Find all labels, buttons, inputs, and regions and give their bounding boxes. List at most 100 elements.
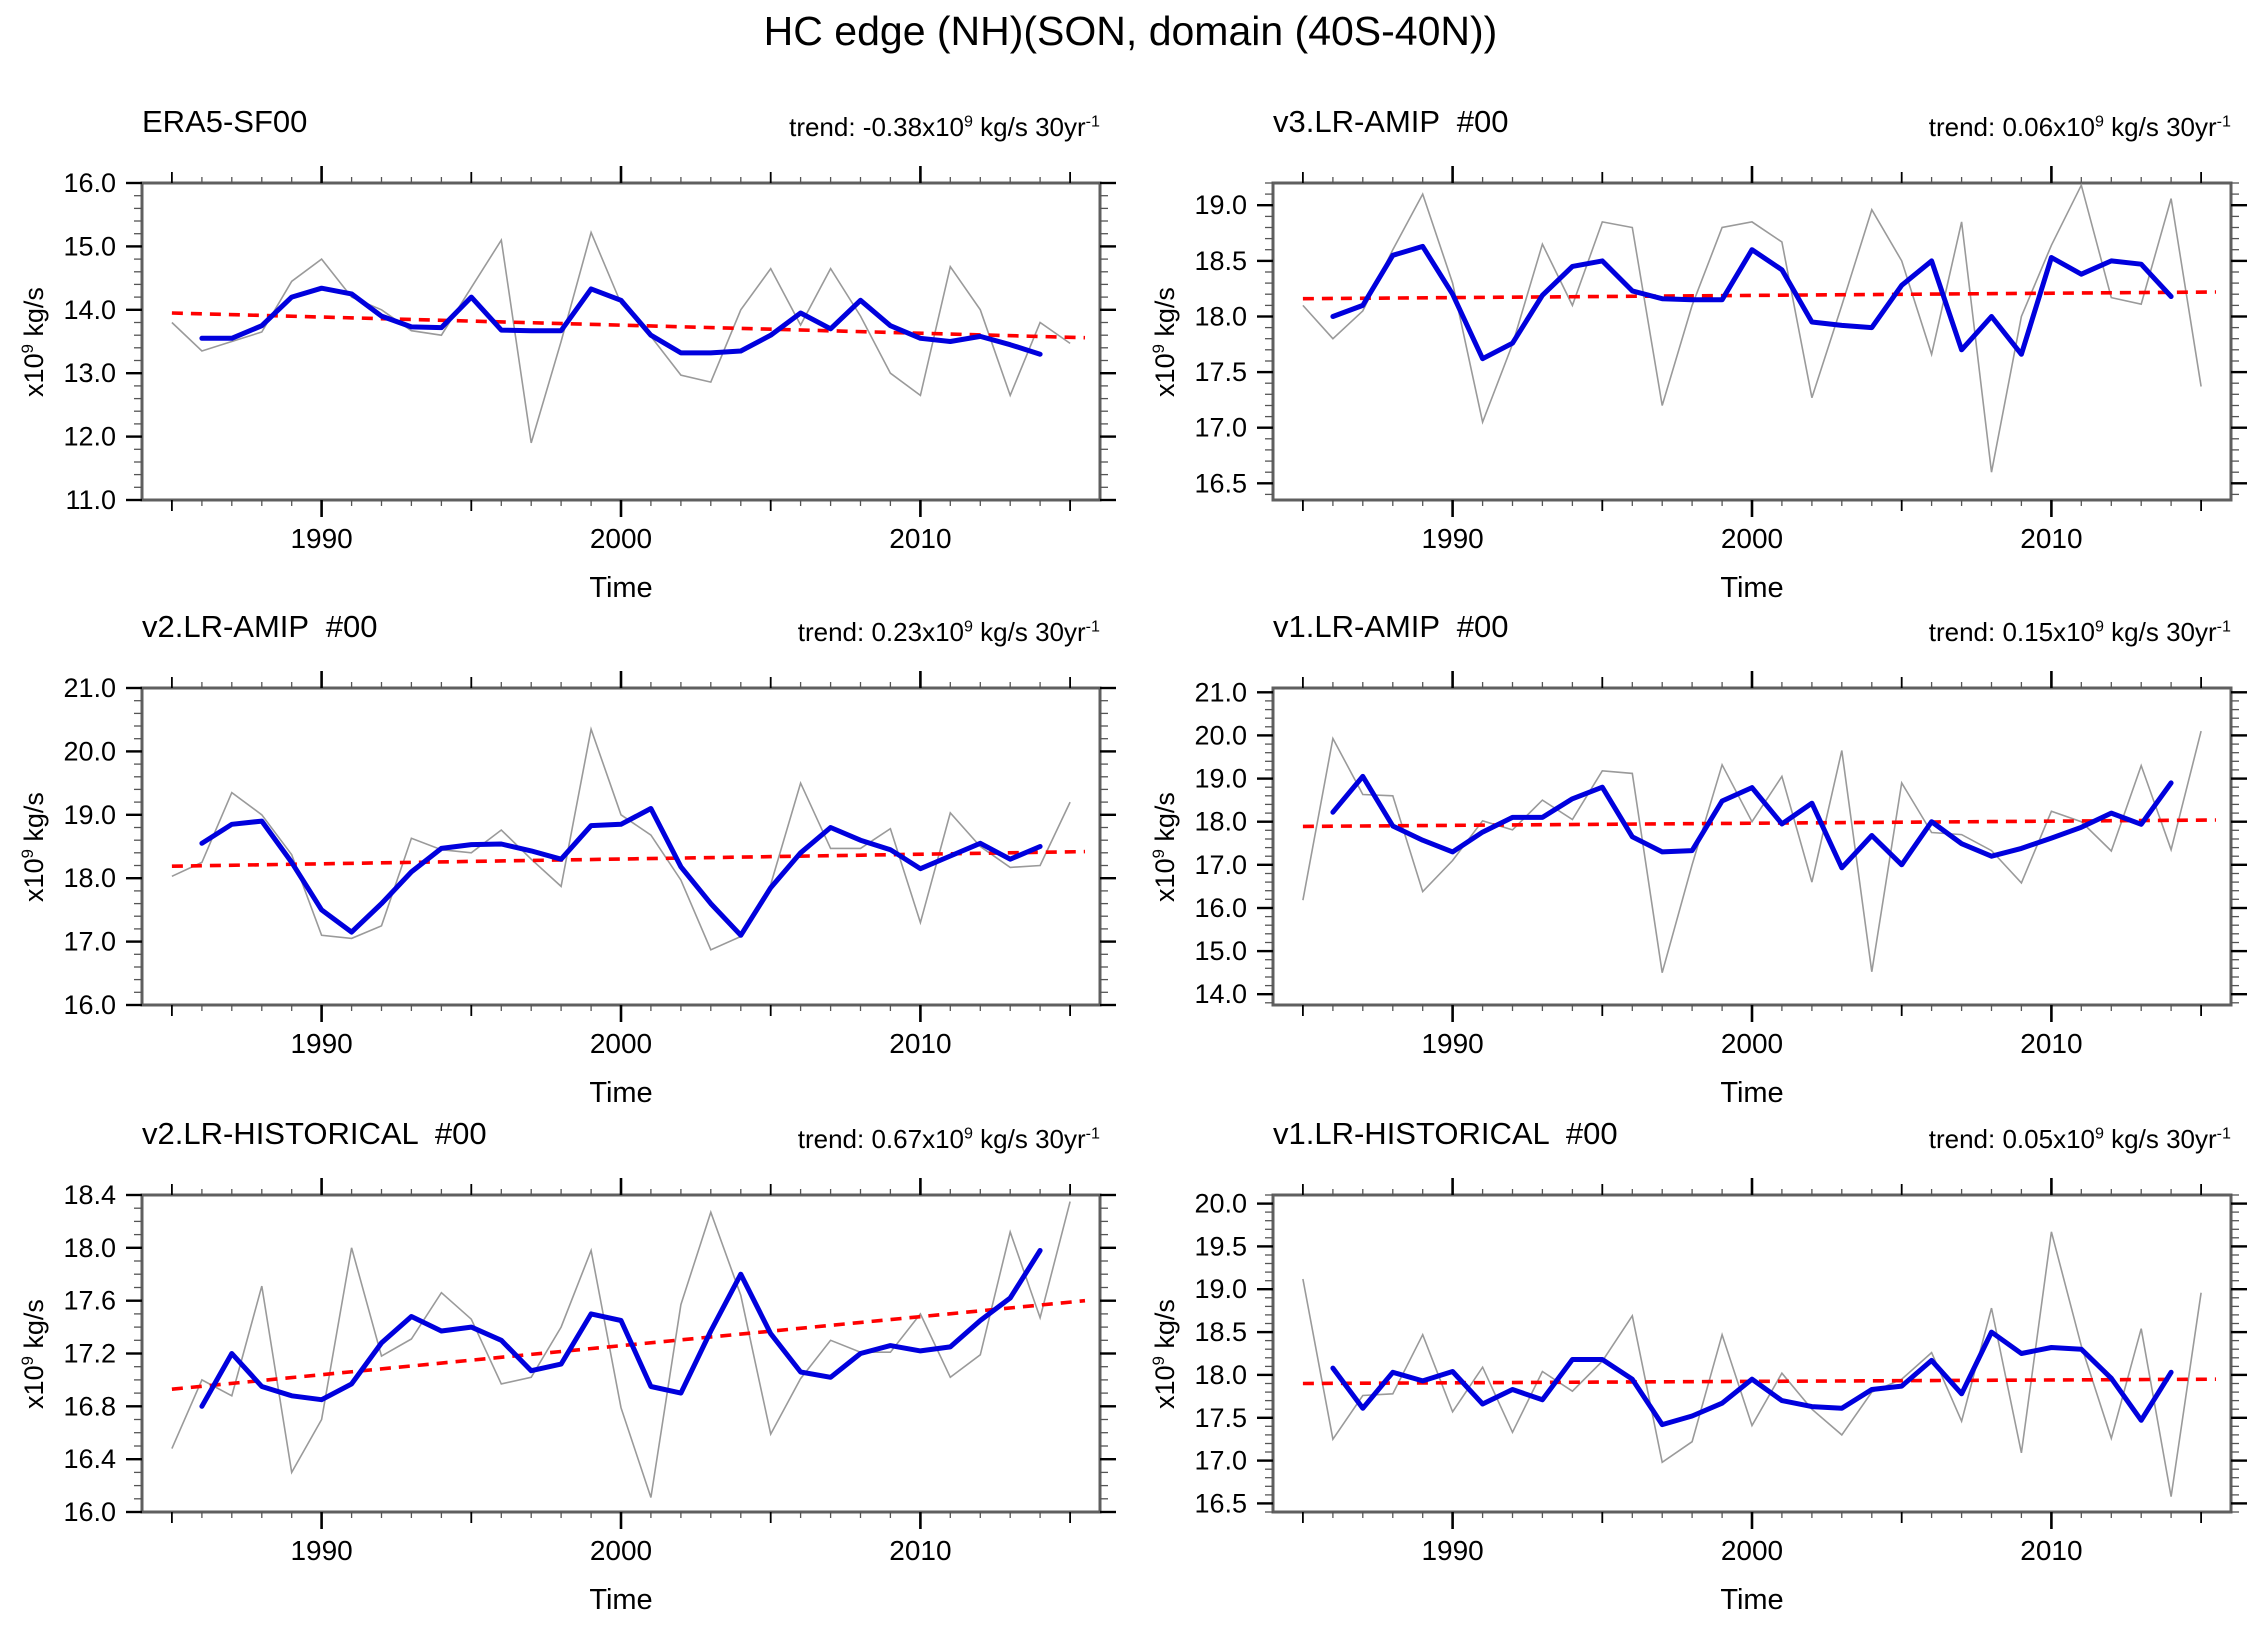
x-axis-label: Time [1720,572,1784,604]
trend-exponent-2: -1 [1085,1124,1100,1143]
panel-title: v2.LR-AMIP #00 [142,609,378,644]
panel-title: v1.LR-HISTORICAL #00 [1273,1116,1618,1151]
panel-title: v1.LR-AMIP #00 [1273,609,1509,644]
panel-era5-sf00: ERA5-SF00 trend: -0.38x109 kg/s 30yr-1 x… [0,80,1130,628]
trend-units: kg/s 30yr [972,617,1086,647]
svg-text:19.0: 19.0 [1194,1274,1247,1304]
svg-text:18.0: 18.0 [1194,807,1247,837]
svg-text:2000: 2000 [590,1028,652,1059]
svg-text:2000: 2000 [590,1535,652,1566]
trend-exponent-2: -1 [1085,112,1100,131]
chart-plot: 1990 2000 2010 16.5 17.0 17.5 18.0 18.5 19.0 [1194,166,2247,554]
svg-text:14.0: 14.0 [1194,979,1247,1009]
trend-annotation: trend: 0.05x109 kg/s 30yr-1 [1273,1124,2231,1155]
svg-text:16.0: 16.0 [63,990,116,1020]
trend-exponent-2: -1 [2216,1124,2231,1143]
trend-annotation: trend: 0.06x109 kg/s 30yr-1 [1273,112,2231,143]
trend-text: trend: 0.06x10 [1928,112,2095,142]
x-axis-label: Time [1720,1077,1784,1109]
svg-text:17.0: 17.0 [1194,850,1247,880]
svg-text:20.0: 20.0 [1194,1189,1247,1219]
panel-title: v3.LR-AMIP #00 [1273,104,1509,139]
trend-exponent: 9 [2094,617,2104,636]
svg-text:2000: 2000 [590,523,652,554]
figure-title: HC edge (NH)(SON, domain (40S-40N)) [763,8,1498,54]
svg-text:16.4: 16.4 [63,1444,116,1474]
svg-text:19.5: 19.5 [1194,1231,1247,1261]
trend-annotation: trend: 0.15x109 kg/s 30yr-1 [1273,617,2231,648]
trend-text: trend: -0.38x10 [789,112,964,142]
trend-text: trend: 0.23x10 [797,617,964,647]
trend-annotation: trend: 0.23x109 kg/s 30yr-1 [142,617,1100,648]
svg-text:17.5: 17.5 [1194,357,1247,387]
svg-text:13.0: 13.0 [63,358,116,388]
trend-exponent-2: -1 [2216,112,2231,131]
panel-title: ERA5-SF00 [142,104,308,139]
trend-units: kg/s 30yr [2103,112,2217,142]
svg-text:20.0: 20.0 [63,736,116,766]
svg-text:18.5: 18.5 [1194,246,1247,276]
svg-text:17.0: 17.0 [63,927,116,957]
svg-text:16.5: 16.5 [1194,1488,1247,1518]
panel-title: v2.LR-HISTORICAL #00 [142,1116,487,1151]
svg-text:1990: 1990 [1421,523,1483,554]
svg-text:1990: 1990 [1421,1028,1483,1059]
svg-text:17.5: 17.5 [1194,1403,1247,1433]
svg-text:1990: 1990 [290,1028,352,1059]
svg-text:2010: 2010 [889,1535,951,1566]
trend-text: trend: 0.15x10 [1928,617,2095,647]
svg-text:16.0: 16.0 [1194,893,1247,923]
trend-exponent-2: -1 [2216,617,2231,636]
chart-plot: 1990 2000 2010 16.0 16.4 16.8 17.2 17.6 18.0 18.4 [63,1178,1116,1566]
svg-text:17.0: 17.0 [1194,413,1247,443]
svg-text:17.6: 17.6 [63,1286,116,1316]
svg-text:2000: 2000 [1721,523,1783,554]
trend-units: kg/s 30yr [972,1124,1086,1154]
trend-units: kg/s 30yr [972,112,1086,142]
svg-text:18.0: 18.0 [63,1233,116,1263]
svg-text:18.0: 18.0 [1194,1360,1247,1390]
chart-plot: 1990 2000 2010 14.0 15.0 16.0 17.0 18.0 19.0 20.0… [1194,671,2247,1059]
svg-text:2000: 2000 [1721,1535,1783,1566]
svg-text:11.0: 11.0 [65,485,116,515]
panel-v1-lr-historical: v1.LR-HISTORICAL #00 trend: 0.05x109 kg/… [1131,1092,2261,1640]
svg-text:19.0: 19.0 [1194,764,1247,794]
svg-text:18.0: 18.0 [63,863,116,893]
svg-text:2010: 2010 [889,1028,951,1059]
svg-text:15.0: 15.0 [1194,936,1247,966]
svg-text:19.0: 19.0 [1194,190,1247,220]
chart-plot: 1990 2000 2010 11.0 12.0 13.0 14.0 15.0 16.0 [63,166,1116,554]
svg-text:1990: 1990 [290,1535,352,1566]
svg-text:21.0: 21.0 [1194,677,1247,707]
trend-exponent: 9 [963,112,973,131]
svg-text:16.0: 16.0 [63,168,116,198]
trend-units: kg/s 30yr [2103,1124,2217,1154]
chart-plot: 1990 2000 2010 16.5 17.0 17.5 18.0 18.5 19.0 19.5… [1194,1178,2247,1566]
svg-text:2010: 2010 [889,523,951,554]
svg-text:2000: 2000 [1721,1028,1783,1059]
svg-text:12.0: 12.0 [63,422,116,452]
trend-units: kg/s 30yr [2103,617,2217,647]
chart-plot: 1990 2000 2010 16.0 17.0 18.0 19.0 20.0 21.0 [63,671,1116,1059]
trend-annotation: trend: 0.67x109 kg/s 30yr-1 [142,1124,1100,1155]
svg-text:16.0: 16.0 [63,1497,116,1527]
svg-text:17.2: 17.2 [63,1339,116,1369]
svg-text:1990: 1990 [290,523,352,554]
svg-text:2010: 2010 [2020,1028,2082,1059]
trend-exponent: 9 [2094,1124,2104,1143]
x-axis-label: Time [589,1584,653,1616]
svg-text:17.0: 17.0 [1194,1446,1247,1476]
svg-text:14.0: 14.0 [63,295,116,325]
panel-v2-lr-historical: v2.LR-HISTORICAL #00 trend: 0.67x109 kg/… [0,1092,1130,1640]
svg-text:20.0: 20.0 [1194,720,1247,750]
x-axis-label: Time [589,572,653,604]
svg-text:16.5: 16.5 [1194,468,1247,498]
trend-text: trend: 0.05x10 [1928,1124,2095,1154]
svg-text:18.4: 18.4 [63,1180,116,1210]
svg-text:19.0: 19.0 [63,800,116,830]
svg-text:2010: 2010 [2020,523,2082,554]
x-axis-label: Time [589,1077,653,1109]
svg-text:2010: 2010 [2020,1535,2082,1566]
svg-text:21.0: 21.0 [63,673,116,703]
